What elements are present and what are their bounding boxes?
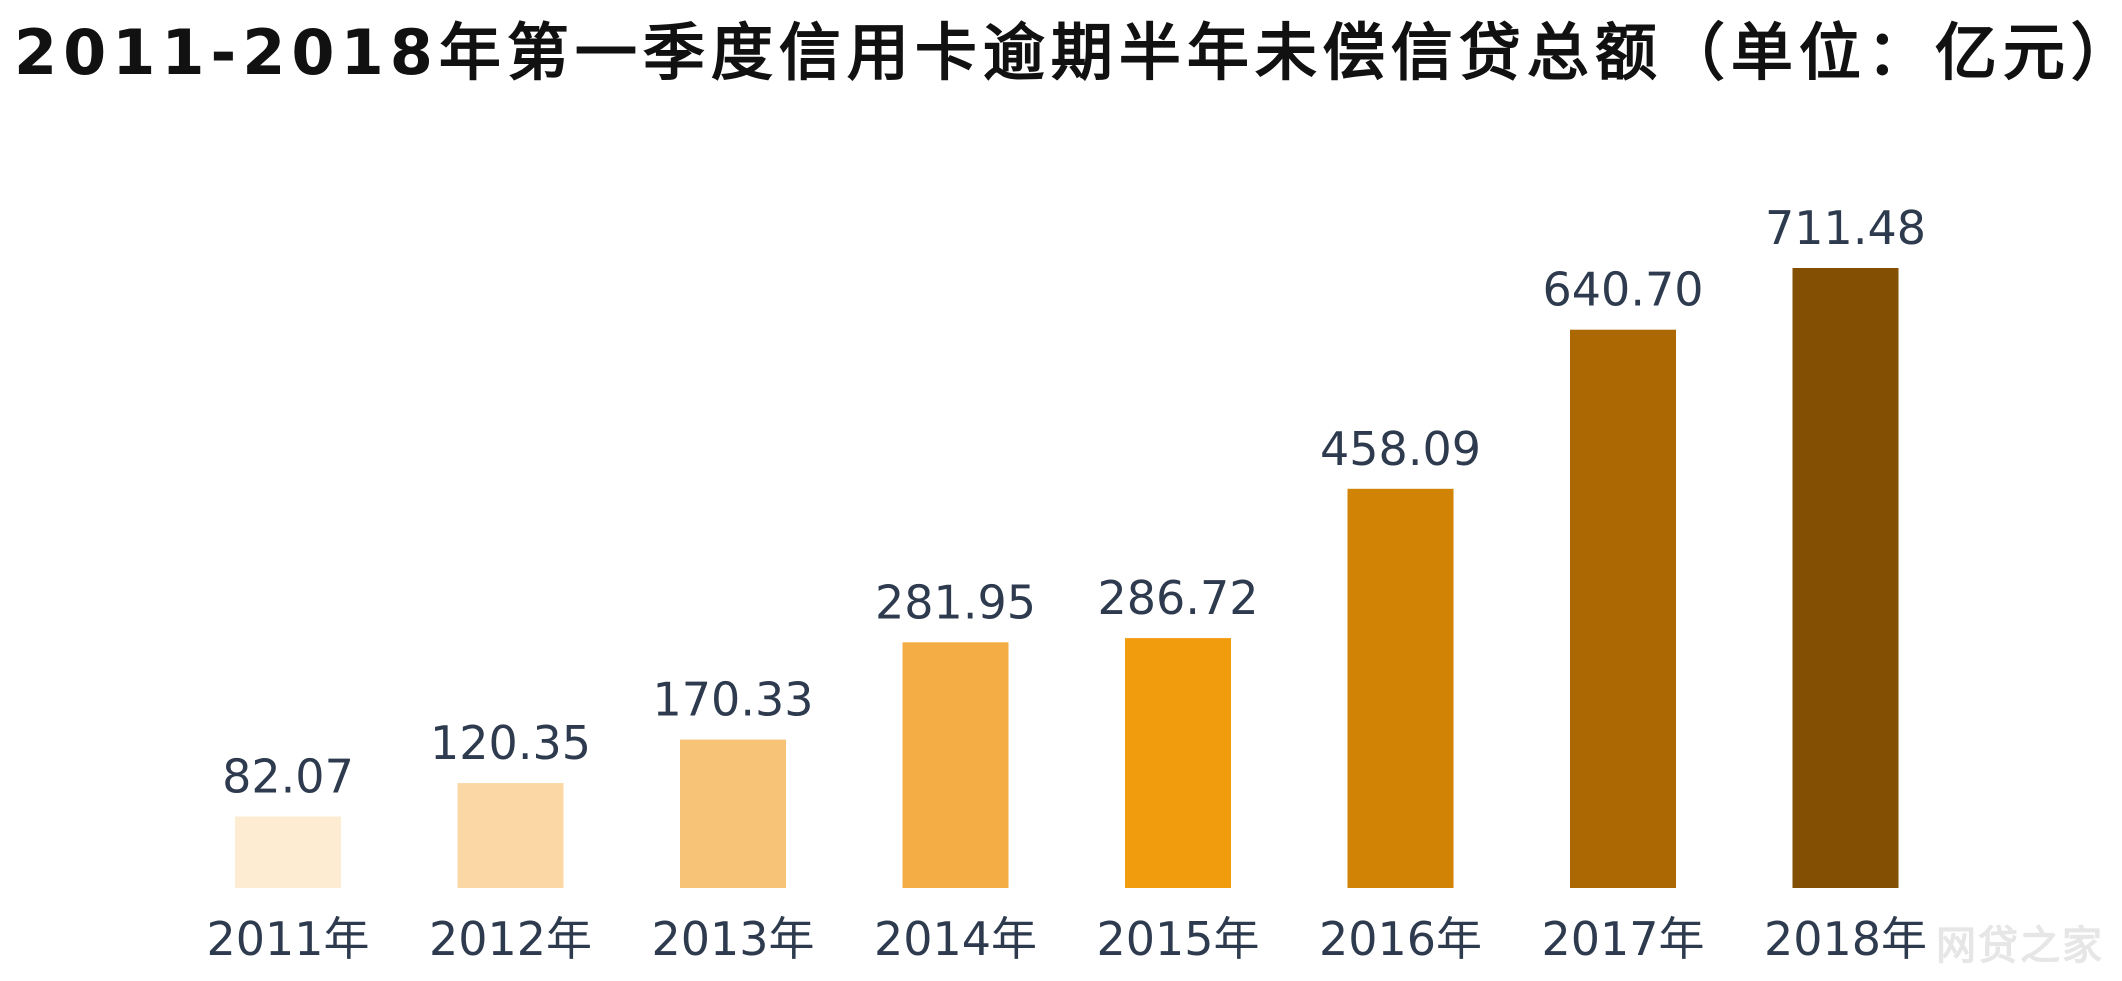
- value-label: 170.33: [653, 673, 814, 727]
- value-label: 281.95: [875, 575, 1036, 629]
- value-label: 458.09: [1320, 422, 1481, 476]
- value-label: 286.72: [1098, 571, 1259, 625]
- bar-2018年: [1792, 268, 1899, 888]
- chart-title: 2011-2018年第一季度信用卡逾期半年未偿信贷总额（单位：亿元）: [14, 16, 2122, 89]
- bar-2017年: [1570, 329, 1676, 888]
- category-label: 2014年: [874, 912, 1037, 966]
- category-label: 2015年: [1096, 912, 1259, 966]
- category-label: 2017年: [1541, 912, 1704, 966]
- bar-2012年: [457, 783, 564, 888]
- watermark-logo: 网贷之家: [1936, 923, 2104, 969]
- value-label: 711.48: [1765, 201, 1926, 255]
- value-label: 82.07: [222, 750, 354, 804]
- bar-2013年: [680, 739, 786, 888]
- category-label: 2013年: [651, 912, 814, 966]
- category-labels-layer: 2011年 2012年 2013年 2014年 2015年 2016年 2017年 2018年: [206, 912, 1927, 966]
- category-label: 2018年: [1764, 912, 1927, 966]
- bar-2014年: [902, 642, 1009, 888]
- category-label: 2012年: [429, 912, 592, 966]
- category-label: 2016年: [1319, 912, 1482, 966]
- bars-layer: [235, 268, 1899, 888]
- value-labels-layer: 82.07 120.35 170.33 281.95 286.72 458.09 640.7…: [222, 201, 1926, 804]
- bar-2016年: [1347, 488, 1454, 888]
- value-label: 640.70: [1543, 263, 1704, 317]
- bar-2015年: [1125, 638, 1231, 888]
- bar-2011年: [235, 816, 341, 888]
- category-label: 2011年: [206, 912, 369, 966]
- value-label: 120.35: [430, 716, 591, 770]
